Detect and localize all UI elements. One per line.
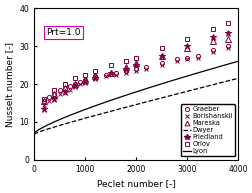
Legend: Graeber, Borishanskii, Mareska, Dwyer, Friedland, Orlov, Lyon: Graeber, Borishanskii, Mareska, Dwyer, F… (180, 104, 234, 156)
X-axis label: Peclet number [-]: Peclet number [-] (96, 179, 175, 188)
Text: Prt=1.0: Prt=1.0 (46, 28, 80, 37)
Y-axis label: Nusselt number [-]: Nusselt number [-] (5, 41, 14, 127)
